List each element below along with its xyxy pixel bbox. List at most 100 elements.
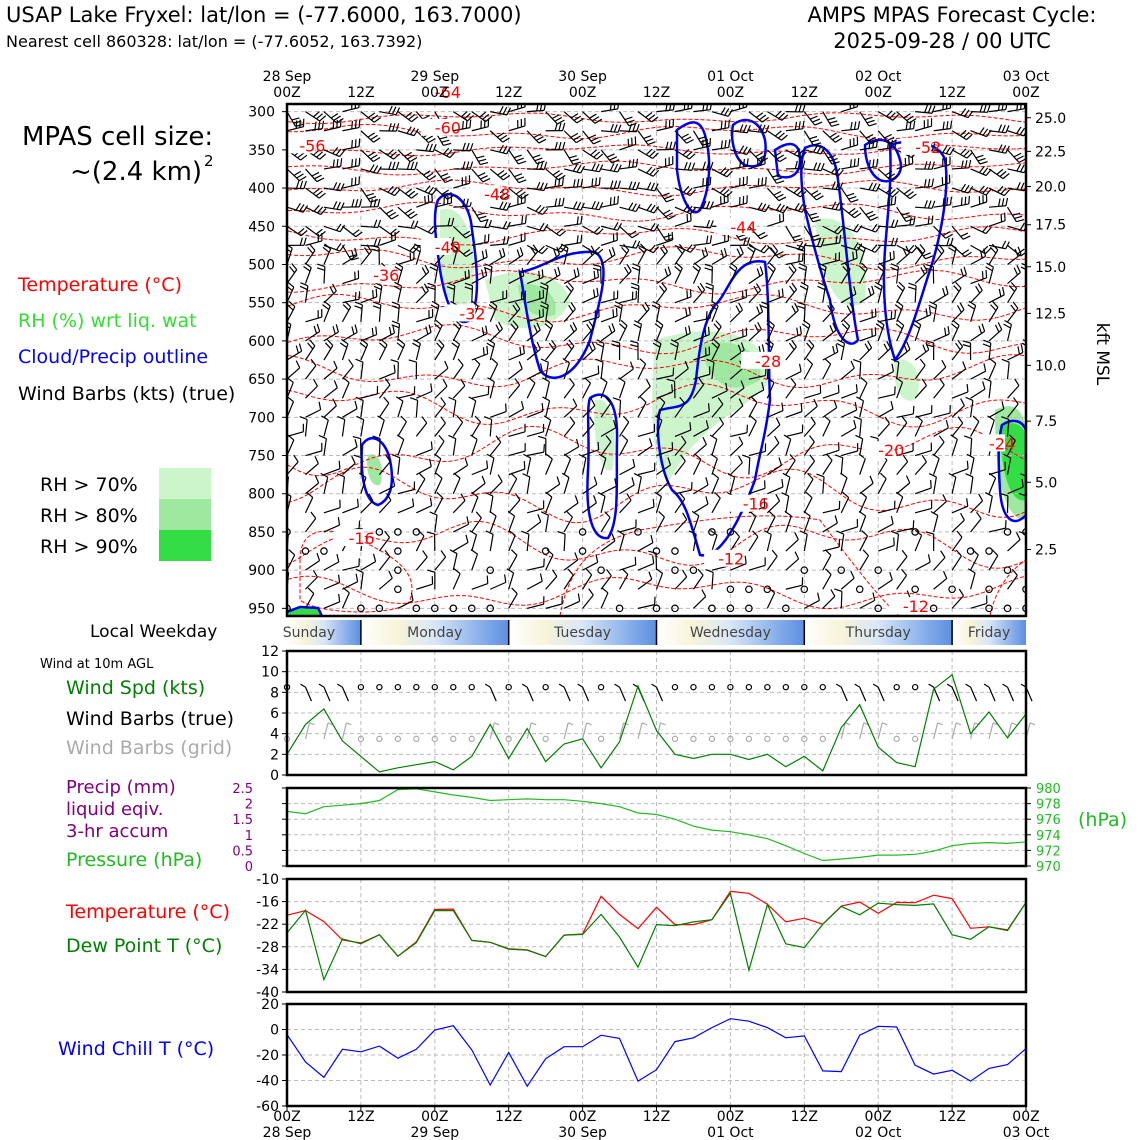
wind-barb-staff [896, 287, 906, 303]
wind-barb-staff [360, 149, 374, 162]
wind-barb-flag [802, 104, 806, 113]
wind-barb-flag [735, 305, 741, 313]
wind-barb-staff [859, 362, 862, 380]
wind-barb-staff [896, 187, 911, 200]
wind-barb-flag [997, 185, 1004, 193]
wind-barb-flag [332, 398, 337, 407]
wind-barb-staff [619, 440, 629, 456]
wind-barb-staff [379, 187, 395, 197]
wind-barb-flag [297, 152, 305, 159]
wind-barb-flag [942, 287, 946, 296]
wind-barb-flag [805, 491, 813, 499]
wind-barb-flag [429, 266, 438, 272]
temperature-contour-label: -24 [989, 434, 1015, 453]
wind-barb-flag [649, 168, 656, 176]
wind-barb-staff [471, 149, 481, 165]
wind-barb-staff [785, 244, 803, 251]
wind-barb-flag [628, 123, 633, 132]
wind-barb-flag [611, 323, 616, 332]
wind-barb-flag [763, 246, 770, 254]
wind-barb-flag [617, 195, 619, 204]
wind-barb-staff [342, 183, 360, 189]
wind-barb-staff [304, 518, 317, 533]
wind-barb-10m [341, 686, 349, 702]
wind-barb-flag [613, 196, 616, 205]
wind-barb-flag [962, 361, 967, 370]
wind-barb-flag [681, 133, 689, 139]
wind-barb-staff [822, 407, 838, 418]
wind-barb-flag [466, 516, 470, 525]
wind-barb-staff [674, 460, 686, 475]
wind-barb-staff [1007, 403, 1019, 418]
wind-barb-flag [905, 218, 914, 222]
wind-barb-staff [1007, 486, 1024, 495]
wind-barb-flag [961, 249, 970, 255]
wind-barb-flag [482, 177, 491, 183]
wind-barb-flag [575, 438, 580, 447]
wind-barb-flag [890, 237, 895, 246]
wind-barb-flag [384, 530, 391, 538]
wind-barb-flag [630, 340, 639, 344]
wind-barb-flag [617, 530, 625, 536]
wind-barb-flag [683, 104, 686, 110]
wind-barb-staff [360, 457, 363, 475]
wind-barb-10m [304, 686, 313, 702]
wind-barb-staff [452, 438, 457, 456]
wind-barb-flag [1041, 133, 1047, 139]
wind-barb-flag [800, 403, 803, 412]
wind-barb-flag [761, 203, 767, 211]
wind-barb-staff [730, 296, 747, 304]
wind-barb-staff [490, 149, 507, 155]
wind-barb-staff [582, 295, 599, 304]
wind-barb-10m-grid-flag [309, 722, 315, 726]
wind-barb-staff [970, 168, 987, 177]
wind-barb-flag [592, 289, 596, 298]
wind-barb-staff [988, 329, 1003, 342]
wind-barb-flag [299, 180, 304, 189]
wind-barb-flag [683, 136, 692, 142]
wind-barb-flag [809, 135, 818, 140]
wind-barb-staff [766, 424, 781, 437]
kft-tick-label: 12.5 [1035, 306, 1066, 322]
wind-barb-flag [614, 478, 617, 487]
wind-barb-flag [1008, 285, 1016, 292]
wind-barb-flag [652, 342, 661, 348]
cloud-outline-path [800, 144, 860, 345]
wind-barb-flag [392, 325, 396, 334]
wind-barb-flag [914, 529, 923, 536]
wind-barb-flag [982, 128, 989, 136]
wind-barb-flag [456, 415, 464, 423]
wind-barb-flag [295, 360, 301, 369]
wind-barb-staff [988, 496, 993, 513]
wind-barb-flag [313, 149, 320, 156]
wind-barb-flag [778, 196, 787, 202]
wind-barb-staff [674, 403, 686, 418]
wind-barb-flag [598, 453, 607, 459]
wind-barb-flag [772, 244, 779, 252]
wind-barb-flag [711, 342, 719, 349]
wind-barb-flag [761, 177, 764, 186]
wind-barb-flag [591, 341, 596, 349]
wind-barb-flag [326, 339, 334, 346]
wind-barb-flag [540, 511, 549, 516]
wind-barb-flag [959, 129, 967, 137]
wind-barb-flag [1043, 204, 1047, 211]
wind-barb-flag [755, 283, 762, 291]
wind-barb-flag [996, 168, 1004, 175]
wind-barb-staff [933, 427, 949, 437]
wind-barb-staff [637, 476, 642, 494]
wind-barb-staff [489, 534, 494, 552]
wind-barb-flag [884, 416, 891, 425]
wind-barb-flag [515, 157, 524, 162]
wind-barb-calm [652, 604, 661, 613]
wind-barb-staff [471, 111, 486, 122]
wind-barb-flag [644, 302, 650, 310]
wind-barb-flag [798, 253, 800, 262]
wind-barb-flag [956, 305, 962, 313]
wind-barb-flag [337, 415, 345, 421]
wind-barb-flag [502, 174, 511, 181]
wind-barb-flag [705, 420, 709, 429]
wind-barb-flag [521, 216, 524, 225]
wind-barb-staff [323, 305, 331, 323]
